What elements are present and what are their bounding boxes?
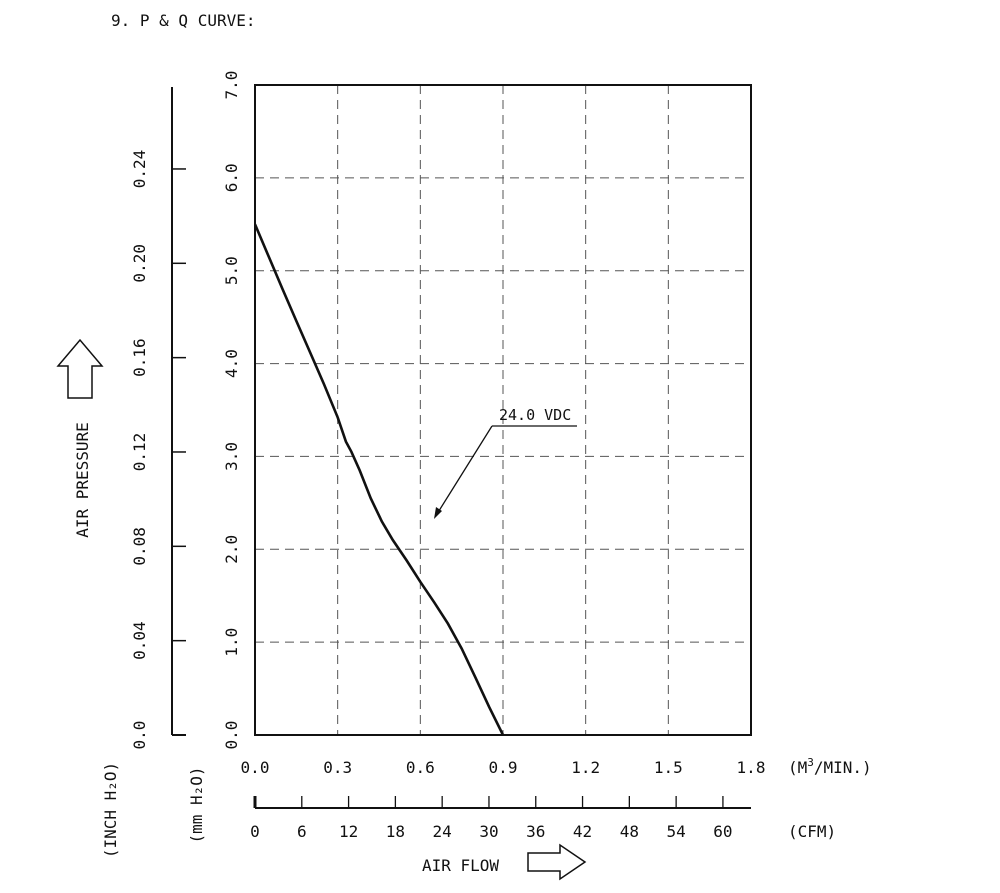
x-axis-tick-label: 0.9: [489, 758, 518, 777]
x-axis-cfm-tick-label: 24: [433, 822, 452, 841]
y-axis-inch-tick-label: 0.24: [130, 150, 149, 189]
y-axis-mm-tick-label: 7.0: [222, 71, 241, 100]
x-axis-cfm-tick-label: 30: [479, 822, 498, 841]
curve-label-arrowhead: [434, 507, 442, 519]
right-arrow-icon: [527, 843, 587, 881]
y-axis-inch-tick-label: 0.04: [130, 621, 149, 660]
curve-layer: [255, 223, 505, 735]
x-axis-tick-label: 0.6: [406, 758, 435, 777]
x-axis-unit-label: (M3/MIN.): [788, 756, 872, 777]
series-24vdc-line: [255, 223, 505, 735]
y-axis-inch-tick-label: 0.12: [130, 433, 149, 472]
x-axis-cfm-tick-label: 48: [620, 822, 639, 841]
y-axis-mm-tick-label: 1.0: [222, 628, 241, 657]
y-axis-inch-tick-label: 0.16: [130, 338, 149, 377]
y-axis-mm-ticks: 0.0 1.0 2.0 3.0 4.0 5.0 6.0 7.0: [222, 71, 241, 750]
x-axis-tick-label: 0.3: [323, 758, 352, 777]
x-axis-tick-label: 1.5: [654, 758, 683, 777]
y-axis-mm-tick-label: 0.0: [222, 721, 241, 750]
y-axis-title: AIR PRESSURE: [73, 422, 92, 538]
x-axis-tick-label: 1.2: [571, 758, 600, 777]
x-axis-cfm-tick-label: 18: [386, 822, 405, 841]
x-axis-cfm-tick-label: 60: [713, 822, 732, 841]
x-axis-cfm-tick-label: 36: [526, 822, 545, 841]
section-heading: 9. P & Q CURVE:: [111, 11, 256, 30]
y-axis-inch-ticks: 0.0 0.04 0.08 0.12 0.16 0.20 0.24: [130, 150, 186, 750]
y-axis-mm-unit-label: (mm H₂O): [187, 766, 206, 843]
grid-lines: [255, 85, 751, 735]
x-axis-cfm-tick-label: 54: [666, 822, 685, 841]
y-axis-mm-tick-label: 4.0: [222, 349, 241, 378]
x-axis-cfm-unit-label: (CFM): [788, 822, 836, 841]
x-axis-title: AIR FLOW: [422, 856, 499, 875]
y-axis-inch-unit-label: (INCH H₂O): [101, 762, 120, 858]
curve-label-leader: [436, 425, 493, 515]
x-axis-cfm-tick-label: 0: [250, 822, 260, 841]
x-axis-tick-label: 1.8: [737, 758, 766, 777]
y-axis-mm-tick-label: 5.0: [222, 256, 241, 285]
y-axis-mm-tick-label: 3.0: [222, 442, 241, 471]
x-axis-tick-label: 0.0: [241, 758, 270, 777]
y-axis-inch-tick-label: 0.20: [130, 244, 149, 283]
y-axis-mm-tick-label: 6.0: [222, 163, 241, 192]
y-axis-inch-tick-label: 0.08: [130, 527, 149, 566]
x-axis-cfm-tick-label: 6: [297, 822, 307, 841]
curve-label: 24.0 VDC: [499, 406, 571, 424]
x-axis-cfm-ticks: 0 6 12 18 24 30 36 42 48 54 60: [250, 796, 733, 841]
x-axis-cfm-tick-label: 12: [339, 822, 358, 841]
y-axis-inch-tick-label: 0.0: [130, 721, 149, 750]
x-axis-cfm-tick-label: 42: [573, 822, 592, 841]
up-arrow-icon: [56, 338, 104, 399]
x-axis-ticks: 0.0 0.3 0.6 0.9 1.2 1.5 1.8: [241, 758, 766, 777]
y-axis-mm-tick-label: 2.0: [222, 535, 241, 564]
